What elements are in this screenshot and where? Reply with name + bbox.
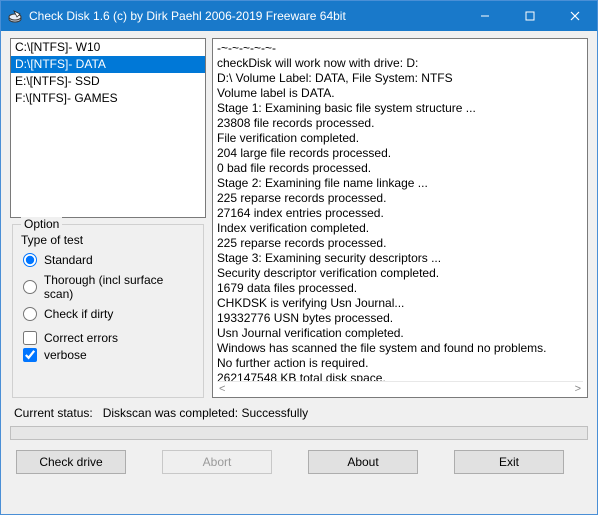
app-window: Check Disk 1.6 (c) by Dirk Paehl 2006-20… — [0, 0, 598, 515]
titlebar: Check Disk 1.6 (c) by Dirk Paehl 2006-20… — [1, 1, 597, 31]
log-line: 19332776 USN bytes processed. — [217, 311, 583, 326]
drive-item[interactable]: C:\[NTFS]- W10 — [11, 39, 205, 56]
log-line: Volume label is DATA. — [217, 86, 583, 101]
test-type-radio[interactable]: Check if dirty — [21, 307, 195, 321]
status-text: Diskscan was completed: Successfully — [103, 406, 308, 420]
log-line: File verification completed. — [217, 131, 583, 146]
option-checkbox[interactable]: Correct errors — [21, 331, 195, 345]
log-line: No further action is required. — [217, 356, 583, 371]
log-panel: -~-~-~-~-~-checkDisk will work now with … — [212, 38, 588, 398]
log-line: 1679 data files processed. — [217, 281, 583, 296]
abort-button: Abort — [162, 450, 272, 474]
status-row: Current status: Diskscan was completed: … — [10, 406, 588, 420]
log-line: -~-~-~-~-~- — [217, 41, 583, 56]
log-line: D:\ Volume Label: DATA, File System: NTF… — [217, 71, 583, 86]
status-prefix: Current status: — [14, 406, 93, 420]
drive-item[interactable]: D:\[NTFS]- DATA — [11, 56, 205, 73]
checkbox-label: Correct errors — [44, 331, 118, 345]
log-line: Windows has scanned the file system and … — [217, 341, 583, 356]
log-line: 225 reparse records processed. — [217, 236, 583, 251]
log-line: 225 reparse records processed. — [217, 191, 583, 206]
radio-input[interactable] — [23, 307, 37, 321]
log-line: 0 bad file records processed. — [217, 161, 583, 176]
checkbox-input[interactable] — [23, 348, 37, 362]
drive-item[interactable]: F:\[NTFS]- GAMES — [11, 90, 205, 107]
radio-input[interactable] — [23, 280, 37, 294]
check-drive-button[interactable]: Check drive — [16, 450, 126, 474]
content-area: C:\[NTFS]- W10D:\[NTFS]- DATAE:\[NTFS]- … — [1, 31, 597, 514]
scroll-right-icon[interactable]: > — [575, 382, 581, 397]
options-group: Option Type of test StandardThorough (in… — [12, 224, 204, 398]
radio-label: Check if dirty — [44, 307, 113, 321]
log-line: Security descriptor verification complet… — [217, 266, 583, 281]
close-button[interactable] — [552, 1, 597, 31]
log-line: Stage 1: Examining basic file system str… — [217, 101, 583, 116]
test-type-radios: Standard Thorough (incl surface scan) Chec… — [21, 253, 195, 321]
radio-label: Thorough (incl surface scan) — [44, 273, 195, 301]
checkbox-input[interactable] — [23, 331, 37, 345]
minimize-button[interactable] — [462, 1, 507, 31]
maximize-button[interactable] — [507, 1, 552, 31]
button-row: Check drive Abort About Exit — [10, 450, 588, 474]
checkbox-label: verbose — [44, 348, 87, 362]
log-line: Stage 3: Examining security descriptors … — [217, 251, 583, 266]
drive-list[interactable]: C:\[NTFS]- W10D:\[NTFS]- DATAE:\[NTFS]- … — [10, 38, 206, 218]
log-line: 204 large file records processed. — [217, 146, 583, 161]
about-button[interactable]: About — [308, 450, 418, 474]
scroll-left-icon[interactable]: < — [219, 382, 225, 397]
exit-button[interactable]: Exit — [454, 450, 564, 474]
radio-input[interactable] — [23, 253, 37, 267]
options-legend: Option — [21, 217, 62, 231]
horizontal-scrollbar[interactable]: < > — [217, 381, 583, 397]
radio-label: Standard — [44, 253, 93, 267]
window-controls — [462, 1, 597, 31]
progress-bar — [10, 426, 588, 440]
log-line: 27164 index entries processed. — [217, 206, 583, 221]
test-type-radio[interactable]: Standard — [21, 253, 195, 267]
window-title: Check Disk 1.6 (c) by Dirk Paehl 2006-20… — [29, 9, 462, 23]
test-type-radio[interactable]: Thorough (incl surface scan) — [21, 273, 195, 301]
option-checks: Correct errors verbose — [21, 331, 195, 362]
log-line: checkDisk will work now with drive: D: — [217, 56, 583, 71]
upper-panel: C:\[NTFS]- W10D:\[NTFS]- DATAE:\[NTFS]- … — [10, 38, 588, 398]
log-line: CHKDSK is verifying Usn Journal... — [217, 296, 583, 311]
app-icon — [7, 8, 23, 24]
log-output[interactable]: -~-~-~-~-~-checkDisk will work now with … — [217, 41, 583, 381]
log-line: 262147548 KB total disk space. — [217, 371, 583, 381]
log-line: 23808 file records processed. — [217, 116, 583, 131]
option-checkbox[interactable]: verbose — [21, 348, 195, 362]
drive-item[interactable]: E:\[NTFS]- SSD — [11, 73, 205, 90]
log-line: Stage 2: Examining file name linkage ... — [217, 176, 583, 191]
log-line: Index verification completed. — [217, 221, 583, 236]
type-of-test-label: Type of test — [21, 233, 195, 247]
left-column: C:\[NTFS]- W10D:\[NTFS]- DATAE:\[NTFS]- … — [10, 38, 206, 398]
log-line: Usn Journal verification completed. — [217, 326, 583, 341]
